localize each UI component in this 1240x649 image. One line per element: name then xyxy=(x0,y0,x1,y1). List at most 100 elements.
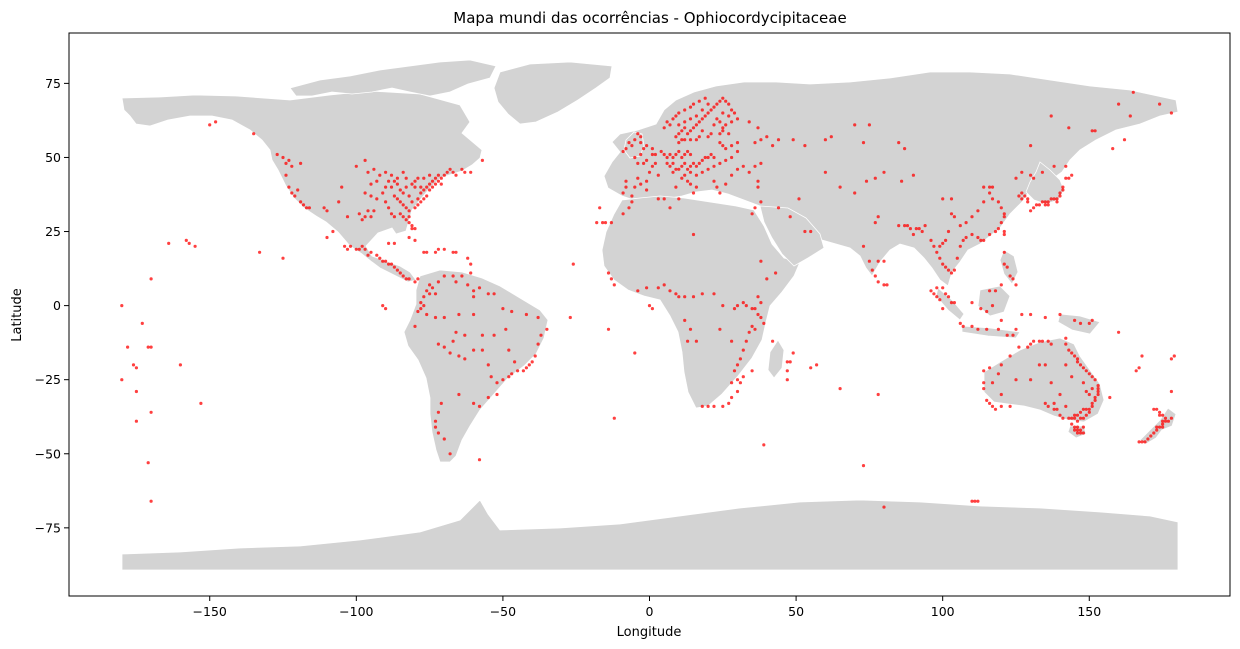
occurrence-point xyxy=(706,135,710,139)
occurrence-point xyxy=(1073,425,1077,429)
occurrence-point xyxy=(691,191,696,195)
occurrence-point xyxy=(404,176,408,180)
occurrence-point xyxy=(404,277,408,281)
occurrence-point xyxy=(571,262,575,266)
occurrence-point xyxy=(735,141,740,145)
occurrence-point xyxy=(1172,354,1176,358)
occurrence-point xyxy=(738,357,743,361)
occurrence-point xyxy=(387,206,391,210)
occurrence-point xyxy=(694,185,699,189)
occurrence-point xyxy=(1155,428,1159,432)
occurrence-point xyxy=(1084,407,1088,411)
occurrence-point xyxy=(1131,90,1135,94)
occurrence-point xyxy=(357,247,361,251)
occurrence-point xyxy=(472,295,476,299)
land-arctic-islands xyxy=(289,59,497,97)
occurrence-point xyxy=(935,250,939,254)
occurrence-point xyxy=(718,141,722,145)
occurrence-point xyxy=(1017,345,1021,349)
occurrence-point xyxy=(706,155,710,160)
occurrence-point xyxy=(442,247,446,251)
occurrence-point xyxy=(457,392,461,397)
occurrence-point xyxy=(694,164,699,168)
occurrence-point xyxy=(683,152,687,157)
occurrence-point xyxy=(425,185,429,189)
occurrence-point xyxy=(609,277,614,281)
occurrence-point xyxy=(677,132,681,136)
occurrence-point xyxy=(1163,416,1168,420)
occurrence-point xyxy=(1005,265,1009,269)
occurrence-point xyxy=(1058,194,1062,198)
occurrence-point xyxy=(410,227,414,231)
occurrence-point xyxy=(741,164,745,168)
occurrence-point xyxy=(1014,378,1018,382)
occurrence-point xyxy=(454,280,458,284)
occurrence-point xyxy=(712,105,716,109)
occurrence-point xyxy=(1037,339,1041,343)
occurrence-point xyxy=(735,304,740,308)
occurrence-point xyxy=(1008,404,1012,408)
occurrence-point xyxy=(513,360,517,364)
occurrence-point xyxy=(706,102,710,106)
occurrence-point xyxy=(697,120,701,124)
occurrence-point xyxy=(1081,416,1085,420)
occurrence-point xyxy=(985,327,989,331)
occurrence-point xyxy=(1070,422,1074,426)
occurrence-point xyxy=(389,185,394,189)
occurrence-point xyxy=(460,167,464,171)
occurrence-point xyxy=(428,182,432,186)
occurrence-point xyxy=(688,170,693,174)
occurrence-point xyxy=(1117,102,1121,106)
occurrence-point xyxy=(911,232,916,237)
occurrence-point xyxy=(686,339,690,343)
occurrence-point xyxy=(680,164,684,168)
occurrence-point xyxy=(521,369,526,373)
occurrence-point xyxy=(366,209,370,213)
occurrence-point xyxy=(946,268,951,272)
occurrence-point xyxy=(1011,333,1015,337)
occurrence-point xyxy=(284,173,288,177)
occurrence-point xyxy=(1152,407,1156,411)
occurrence-point xyxy=(413,185,417,189)
occurrence-point xyxy=(1081,366,1085,370)
occurrence-point xyxy=(753,307,757,311)
occurrence-point xyxy=(903,224,907,228)
occurrence-point xyxy=(724,99,728,103)
occurrence-point xyxy=(375,253,379,257)
occurrence-point xyxy=(381,259,385,263)
occurrence-point xyxy=(656,197,660,201)
occurrence-point xyxy=(369,215,373,219)
x-tick-label: 150 xyxy=(1077,604,1101,619)
occurrence-point xyxy=(636,289,640,293)
occurrence-point xyxy=(753,141,757,145)
occurrence-point xyxy=(730,381,734,385)
occurrence-point xyxy=(700,117,704,121)
occurrence-point xyxy=(993,407,998,411)
occurrence-point xyxy=(815,363,819,367)
occurrence-point xyxy=(1081,425,1085,429)
occurrence-point xyxy=(387,262,391,266)
occurrence-point xyxy=(1149,434,1153,438)
occurrence-point xyxy=(727,114,731,118)
occurrence-point xyxy=(876,259,880,263)
occurrence-point xyxy=(730,339,734,343)
occurrence-point xyxy=(299,161,303,165)
occurrence-point xyxy=(1032,206,1036,210)
occurrence-point xyxy=(1081,381,1085,385)
occurrence-point xyxy=(345,215,350,219)
occurrence-point xyxy=(1002,212,1006,216)
occurrence-point xyxy=(428,188,432,192)
occurrence-point xyxy=(469,271,473,275)
occurrence-point xyxy=(715,185,719,189)
occurrence-point xyxy=(691,232,696,237)
occurrence-point xyxy=(1049,342,1053,346)
occurrence-point xyxy=(712,292,716,296)
occurrence-point xyxy=(401,170,405,174)
occurrence-point xyxy=(999,392,1003,397)
occurrence-point xyxy=(413,227,417,231)
occurrence-point xyxy=(788,360,792,364)
occurrence-point xyxy=(199,401,203,405)
occurrence-point xyxy=(697,161,701,165)
occurrence-point xyxy=(357,212,361,216)
occurrence-point xyxy=(803,144,807,148)
